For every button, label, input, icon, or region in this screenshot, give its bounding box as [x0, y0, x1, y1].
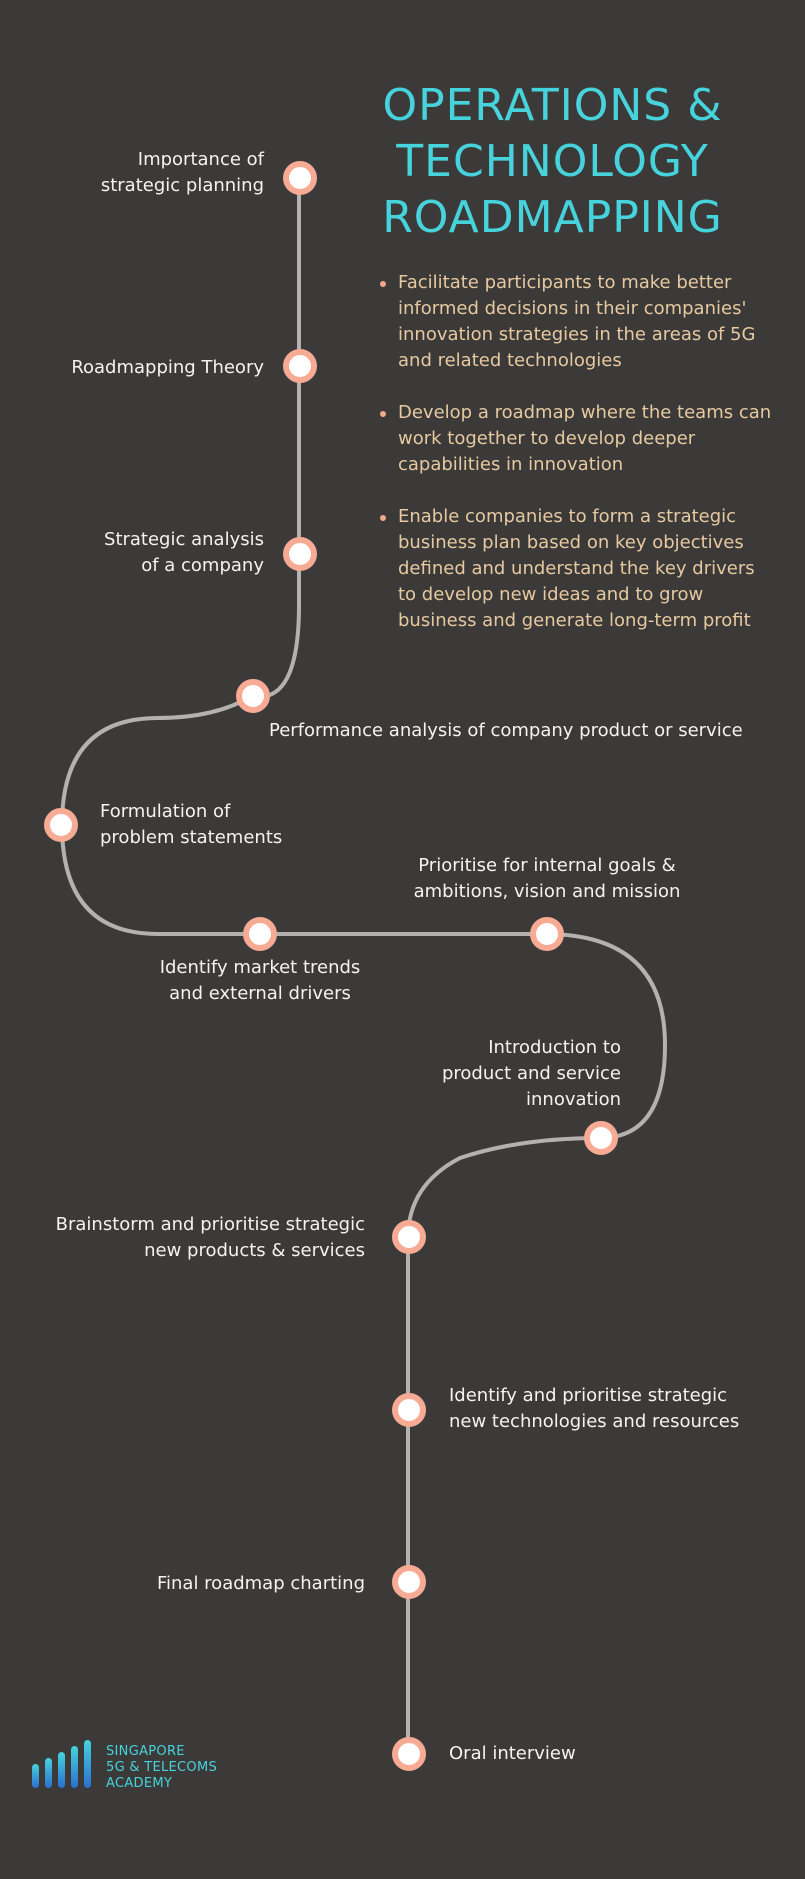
step-label-line: Importance of — [137, 149, 264, 170]
step-label-line: problem statements — [100, 827, 283, 848]
step-label-line: Brainstorm and prioritise strategic — [55, 1214, 365, 1235]
step-label-line: new products & services — [144, 1240, 365, 1261]
step-label-product-innovation: Introduction to product and service inno… — [442, 1035, 621, 1113]
step-label-line: Formulation of — [100, 801, 231, 822]
step-node — [392, 1220, 426, 1254]
step-label-line: new technologies and resources — [449, 1411, 740, 1432]
page-title: OPERATIONS & TECHNOLOGY ROADMAPPING — [360, 78, 745, 246]
title-line-3: ROADMAPPING — [382, 192, 723, 243]
logo-line: ACADEMY — [106, 1776, 173, 1791]
title-line-1: OPERATIONS & — [382, 80, 723, 131]
step-label-line: product and service — [441, 1063, 621, 1084]
step-node — [392, 1565, 426, 1599]
step-node — [392, 1737, 426, 1771]
academy-logo-icon — [32, 1740, 91, 1788]
step-label-line: strategic planning — [100, 175, 264, 196]
step-label-strategic-planning: Importance of strategic planning — [101, 147, 264, 199]
objective-item: Facilitate participants to make better i… — [378, 270, 778, 374]
step-label-line: Introduction to — [488, 1037, 621, 1058]
step-label-line: Oral interview — [449, 1743, 576, 1764]
step-label-problem-statements: Formulation of problem statements — [100, 799, 282, 851]
step-label-oral-interview: Oral interview — [449, 1741, 576, 1767]
step-node — [283, 537, 317, 571]
step-label-line: innovation — [526, 1089, 621, 1110]
step-node — [283, 161, 317, 195]
step-label-line: Identify market trends — [159, 957, 361, 978]
step-label-performance-analysis: Performance analysis of company product … — [269, 718, 743, 744]
logo-line: 5G & TELECOMS — [106, 1760, 218, 1775]
step-node — [392, 1393, 426, 1427]
step-node — [283, 349, 317, 383]
logo-line: SINGAPORE — [106, 1744, 185, 1759]
objective-item: Develop a roadmap where the teams can wo… — [378, 400, 778, 478]
academy-logo-text: SINGAPORE 5G & TELECOMS ACADEMY — [106, 1744, 217, 1792]
step-node — [584, 1121, 618, 1155]
step-label-line: and external drivers — [169, 983, 351, 1004]
step-label-brainstorm-products: Brainstorm and prioritise strategic new … — [56, 1212, 365, 1264]
title-line-2: TECHNOLOGY — [396, 136, 709, 187]
step-label-market-trends: Identify market trends and external driv… — [140, 955, 380, 1007]
step-label-line: Performance analysis of company product … — [269, 720, 743, 741]
step-label-roadmapping-theory: Roadmapping Theory — [71, 355, 264, 381]
step-label-final-roadmap: Final roadmap charting — [157, 1571, 365, 1597]
step-label-new-technologies: Identify and prioritise strategic new te… — [449, 1383, 739, 1435]
step-label-internal-goals: Prioritise for internal goals & ambition… — [397, 853, 697, 905]
objective-item: Enable companies to form a strategic bus… — [378, 504, 778, 634]
step-node — [236, 679, 270, 713]
step-label-strategic-analysis: Strategic analysis of a company — [104, 527, 264, 579]
step-label-line: of a company — [141, 555, 264, 576]
step-label-line: Identify and prioritise strategic — [449, 1385, 728, 1406]
step-node — [243, 917, 277, 951]
objectives-list: Facilitate participants to make better i… — [378, 270, 778, 660]
step-node — [530, 917, 564, 951]
step-label-line: Prioritise for internal goals & — [418, 855, 676, 876]
roadmap-line — [60, 176, 667, 1756]
step-label-line: Strategic analysis — [104, 529, 264, 550]
step-node — [44, 808, 78, 842]
step-label-line: Roadmapping Theory — [71, 357, 264, 378]
step-label-line: Final roadmap charting — [156, 1573, 365, 1594]
step-label-line: ambitions, vision and mission — [413, 881, 681, 902]
